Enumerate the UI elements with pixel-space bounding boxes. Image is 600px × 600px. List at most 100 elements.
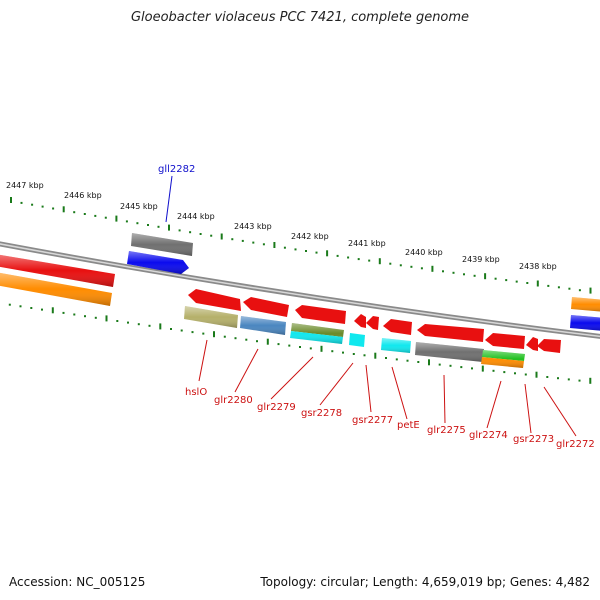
scale-label-2444: 2444 kbp — [177, 212, 215, 221]
scale-major-tick — [105, 315, 108, 322]
label-glr2272[interactable]: glr2272 — [556, 439, 595, 450]
scale-major-tick — [431, 265, 434, 272]
gene-arrow-gsr2278a[interactable] — [354, 314, 366, 328]
gene-arrow-gsr2278b[interactable] — [366, 316, 379, 330]
scale-major-tick — [320, 345, 323, 352]
gene-arrow-glr2275[interactable] — [417, 324, 484, 342]
scale-minor-tick — [410, 265, 413, 268]
scale-minor-tick — [245, 338, 248, 341]
scale-ticks-bottom — [8, 303, 592, 384]
scale-minor-tick — [299, 346, 301, 348]
label-glr2280[interactable]: glr2280 — [214, 395, 253, 406]
scale-minor-tick — [277, 343, 280, 346]
label-petE[interactable]: petE — [397, 420, 420, 431]
scale-minor-tick — [567, 378, 570, 381]
scale-minor-tick — [94, 214, 97, 217]
scale-minor-tick — [342, 351, 344, 354]
scale-minor-tick — [357, 258, 360, 261]
scale-minor-tick — [223, 335, 226, 338]
label-glr2274[interactable]: glr2274 — [469, 430, 508, 441]
scale-major-tick — [484, 273, 487, 280]
scale-minor-tick — [20, 201, 23, 204]
scale-labels: 2447 kbp 2446 kbp 2445 kbp 2444 kbp 2443… — [6, 181, 557, 271]
scale-minor-tick — [178, 229, 181, 232]
leader-glr2275 — [443, 374, 446, 424]
scale-minor-tick — [505, 279, 508, 282]
scale-minor-tick — [449, 364, 452, 367]
inner-feature-bars — [184, 306, 525, 368]
scale-minor-tick — [473, 274, 476, 277]
scale-minor-tick — [463, 273, 465, 276]
scale-minor-tick — [191, 331, 194, 334]
label-glr2279[interactable]: glr2279 — [257, 402, 296, 413]
scale-major-tick — [220, 233, 223, 240]
label-hslO[interactable]: hslO — [185, 387, 207, 398]
label-glr2275[interactable]: glr2275 — [427, 425, 466, 436]
scale-minor-tick — [234, 337, 237, 340]
scale-minor-tick — [442, 270, 444, 273]
scale-minor-tick — [546, 376, 549, 378]
scale-minor-tick — [252, 241, 255, 244]
scale-minor-tick — [336, 254, 339, 257]
scale-minor-tick — [406, 359, 409, 362]
scale-label-2441: 2441 kbp — [348, 239, 386, 248]
bar-cyan-gsr2278[interactable] — [349, 333, 365, 347]
scale-minor-tick — [231, 238, 234, 241]
gene-arrow-glr2279[interactable] — [295, 305, 346, 324]
scale-minor-tick — [395, 358, 398, 361]
genome-backbone-highlight — [0, 243, 600, 338]
scale-label-2447: 2447 kbp — [6, 181, 44, 190]
scale-minor-tick — [262, 243, 265, 246]
gene-arrow-petE[interactable] — [383, 319, 412, 335]
leader-glr2274 — [486, 380, 502, 429]
scale-minor-tick — [94, 316, 97, 319]
scale-major-tick — [536, 280, 539, 287]
scale-minor-tick — [452, 271, 455, 274]
leader-glr2280 — [234, 348, 259, 393]
gene-arrow-glr2272[interactable] — [537, 339, 561, 353]
scale-minor-tick — [417, 361, 420, 363]
scale-minor-tick — [8, 303, 11, 306]
label-gsr2273[interactable]: gsr2273 — [513, 434, 554, 445]
gene-arrow-glr2280[interactable] — [243, 297, 289, 317]
scale-minor-tick — [389, 262, 392, 265]
label-gll2282[interactable]: gll2282 — [158, 164, 195, 175]
scale-major-tick — [159, 323, 162, 330]
gene-arrow-hslO[interactable] — [188, 289, 241, 311]
scale-label-2438: 2438 kbp — [519, 262, 557, 271]
gene-arrow-glr2274[interactable] — [485, 333, 525, 349]
leader-petE — [391, 366, 408, 420]
leader-gsr2273 — [524, 383, 532, 434]
scale-label-2442: 2442 kbp — [291, 232, 329, 241]
scale-major-tick — [213, 331, 215, 338]
scale-minor-tick — [83, 213, 86, 215]
scale-minor-tick — [288, 344, 291, 347]
scale-minor-tick — [73, 313, 76, 316]
genome-summary-text: Topology: circular; Length: 4,659,019 bp… — [260, 575, 590, 589]
leader-gsr2277 — [365, 364, 372, 413]
scale-minor-tick — [368, 259, 371, 262]
scale-minor-tick — [62, 311, 65, 314]
label-gsr2278[interactable]: gsr2278 — [301, 408, 342, 419]
scale-minor-tick — [116, 320, 119, 322]
scale-minor-tick — [347, 256, 350, 259]
scale-minor-tick — [514, 372, 516, 375]
scale-minor-tick — [19, 305, 22, 308]
label-gsr2277[interactable]: gsr2277 — [352, 415, 393, 426]
feature-track-right — [570, 297, 600, 331]
scale-minor-tick — [515, 280, 518, 283]
scale-major-tick — [266, 338, 269, 345]
scale-minor-tick — [547, 284, 550, 287]
accession-text: Accession: NC_005125 — [9, 575, 146, 589]
scale-minor-tick — [526, 282, 529, 284]
scale-minor-tick — [125, 220, 128, 223]
scale-major-tick — [273, 242, 276, 248]
map-title: Gloeobacter violaceus PCC 7421, complete… — [130, 10, 470, 25]
scale-minor-tick — [568, 287, 571, 290]
scale-minor-tick — [503, 371, 506, 374]
scale-minor-tick — [256, 340, 258, 343]
scale-label-2443: 2443 kbp — [234, 222, 272, 231]
gene-arrow-gsr2273[interactable] — [526, 337, 538, 351]
